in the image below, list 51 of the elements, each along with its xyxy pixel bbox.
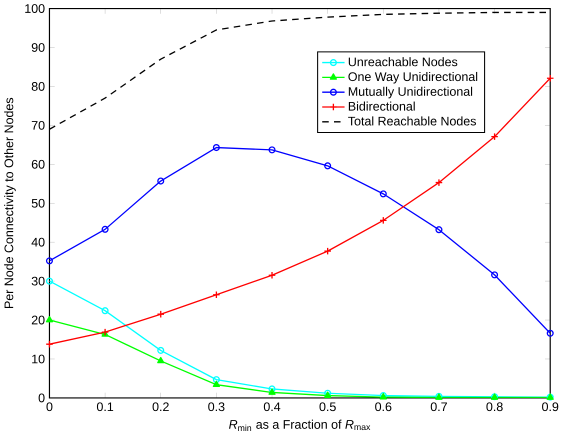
x-axis-title: R$_{min}$ as a Fraction of R$_{max}$ [229, 420, 370, 431]
point [157, 346, 164, 354]
point [324, 162, 332, 170]
point [268, 271, 276, 280]
x-tick-label: 0 [46, 402, 52, 412]
point [379, 216, 388, 224]
x-tick-label: 0.9 [542, 402, 558, 412]
legend-label: Bidirectional [348, 101, 415, 111]
y-tick-label: 90 [32, 42, 45, 52]
x-tick-label: 0.6 [375, 402, 392, 412]
point [212, 376, 220, 384]
point [157, 177, 164, 184]
y-tick-label: 50 [32, 198, 45, 208]
point [435, 178, 443, 186]
point [212, 380, 220, 387]
y-tick-label: 30 [32, 276, 45, 286]
y-tick-label: 100 [25, 4, 45, 13]
point [46, 316, 54, 322]
y-tick-label: 40 [32, 238, 45, 246]
x-tick-label: 0.2 [152, 402, 169, 412]
point [156, 310, 165, 318]
y-tick-label: 20 [32, 316, 45, 324]
y-tick-label: 80 [32, 82, 45, 91]
legend-label: Mutually Unidirectional [348, 86, 472, 98]
legend-label: Unreachable Nodes [348, 57, 458, 66]
y-axis-title: Per Node Connectivity to Other Nodes [4, 98, 16, 308]
point [380, 190, 387, 198]
x-tick-label: 0.4 [264, 402, 280, 412]
y-tick-label: 10 [32, 354, 45, 364]
point [490, 132, 499, 140]
point [102, 226, 109, 233]
point [102, 307, 109, 314]
legend-label: Total Reachable Nodes [348, 116, 476, 126]
legend-label: One Way Unidirectional [348, 72, 478, 84]
point [212, 144, 220, 151]
x-tick-label: 0.8 [486, 402, 503, 412]
point [324, 247, 332, 255]
x-tick-label: 0.1 [96, 402, 114, 412]
point [435, 226, 442, 234]
x-tick-label: 0.7 [430, 402, 447, 412]
point [268, 388, 276, 395]
point [157, 356, 164, 364]
y-tick-label: 70 [32, 120, 45, 130]
point [212, 290, 220, 299]
y-tick-label: 0 [38, 393, 45, 402]
point [268, 146, 276, 154]
x-tick-label: 0.5 [320, 402, 336, 412]
y-tick-label: 60 [32, 160, 45, 169]
x-tick-label: 0.3 [208, 402, 224, 412]
point [268, 385, 276, 392]
point [491, 271, 498, 278]
